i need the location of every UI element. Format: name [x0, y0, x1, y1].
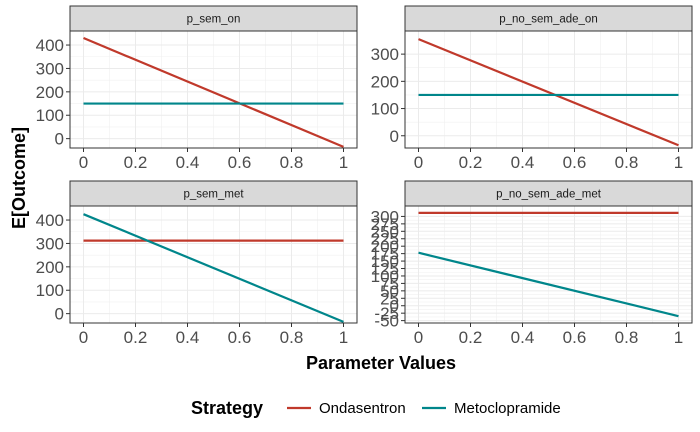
facet-panel: p_no_sem_ade_on 0 0.2 0.4 0.6 0.8 1 0 100 200 300 [371, 5, 693, 172]
facet-strip [69, 5, 358, 32]
series-line-metoclopramide [83, 213, 344, 323]
x-tick-label: 0.4 [511, 328, 535, 347]
series-line-ondasentron [83, 37, 344, 148]
facet-strip-label: p_no_sem_ade_on [499, 14, 597, 26]
x-tick-label: 1 [674, 328, 683, 347]
x-tick-label: 0.2 [124, 153, 148, 172]
legend-label: Ondasentron [319, 400, 406, 417]
facet-panel: p_sem_met 0 0.2 0.4 0.6 0.8 1 0 100 200 300 400 [36, 180, 358, 347]
panel-border [404, 30, 693, 149]
x-tick-label: 0.6 [563, 328, 587, 347]
x-tick-label: 0 [414, 153, 423, 172]
y-tick-label: 400 [36, 36, 64, 55]
x-tick-label: 0.2 [459, 328, 483, 347]
y-tick-label: 175 [371, 245, 399, 264]
y-tick-label: 0 [55, 130, 64, 149]
x-axis-title: Parameter Values [306, 353, 456, 373]
y-tick-label: 100 [36, 281, 64, 300]
x-tick-label: 0.6 [563, 153, 587, 172]
facet-strip [69, 180, 358, 207]
y-axis-title: E[Outcome] [9, 127, 29, 229]
y-tick-label: -25 [374, 304, 399, 323]
x-tick-label: 1 [339, 328, 348, 347]
y-tick-label: 0 [390, 127, 399, 146]
y-tick-label: 50 [380, 282, 399, 301]
x-tick-label: 0.4 [511, 153, 535, 172]
y-tick-label: 100 [36, 106, 64, 125]
x-tick-label: 0 [414, 328, 423, 347]
x-tick-label: 0 [79, 328, 88, 347]
y-tick-label: 200 [36, 83, 64, 102]
y-tick-label: 225 [371, 230, 399, 249]
legend-label: Metoclopramide [454, 400, 561, 417]
y-tick-label: 200 [371, 72, 399, 91]
facet-strip [404, 180, 693, 207]
x-tick-label: 1 [674, 153, 683, 172]
facet-strip-label: p_no_sem_ade_met [496, 189, 602, 201]
panel-border [69, 30, 358, 149]
legend-title: Strategy [191, 398, 263, 418]
y-tick-label: 150 [371, 252, 399, 271]
x-tick-label: 0.2 [459, 153, 483, 172]
x-tick-label: 1 [339, 153, 348, 172]
panel-border [69, 205, 358, 324]
y-tick-label: 25 [380, 289, 399, 308]
y-tick-label: 0 [390, 297, 399, 316]
y-tick-label: 100 [371, 100, 399, 119]
y-tick-label: 125 [371, 260, 399, 279]
legend: Strategy Ondasentron Metoclopramide [191, 398, 561, 418]
y-tick-label: 275 [371, 215, 399, 234]
x-tick-label: 0.4 [176, 328, 200, 347]
x-tick-label: 0.6 [228, 328, 252, 347]
x-tick-label: 0.6 [228, 153, 252, 172]
y-tick-label: -50 [374, 312, 399, 331]
y-tick-label: 300 [371, 45, 399, 64]
y-tick-label: 300 [36, 234, 64, 253]
x-tick-label: 0.8 [280, 328, 304, 347]
y-tick-label: 100 [371, 267, 399, 286]
y-tick-label: 0 [55, 305, 64, 324]
x-tick-label: 0 [79, 153, 88, 172]
y-tick-label: 75 [380, 274, 399, 293]
y-tick-label: 300 [36, 59, 64, 78]
facet-strip-label: p_sem_on [187, 14, 241, 26]
x-tick-label: 0.2 [124, 328, 148, 347]
x-tick-label: 0.4 [176, 153, 200, 172]
y-tick-label: 300 [371, 207, 399, 226]
y-tick-label: 250 [371, 222, 399, 241]
facet-strip-label: p_sem_met [183, 189, 244, 201]
series-line-metoclopramide [418, 251, 679, 318]
x-tick-label: 0.8 [280, 153, 304, 172]
x-tick-label: 0.8 [615, 153, 639, 172]
series-line-ondasentron [418, 38, 679, 147]
facet-panel: p_sem_on 0 0.2 0.4 0.6 0.8 1 0 100 200 300 400 [36, 5, 358, 172]
panel-border [404, 205, 693, 324]
y-tick-label: 200 [371, 237, 399, 256]
y-tick-label: 200 [36, 258, 64, 277]
x-tick-label: 0.8 [615, 328, 639, 347]
y-tick-label: 400 [36, 211, 64, 230]
